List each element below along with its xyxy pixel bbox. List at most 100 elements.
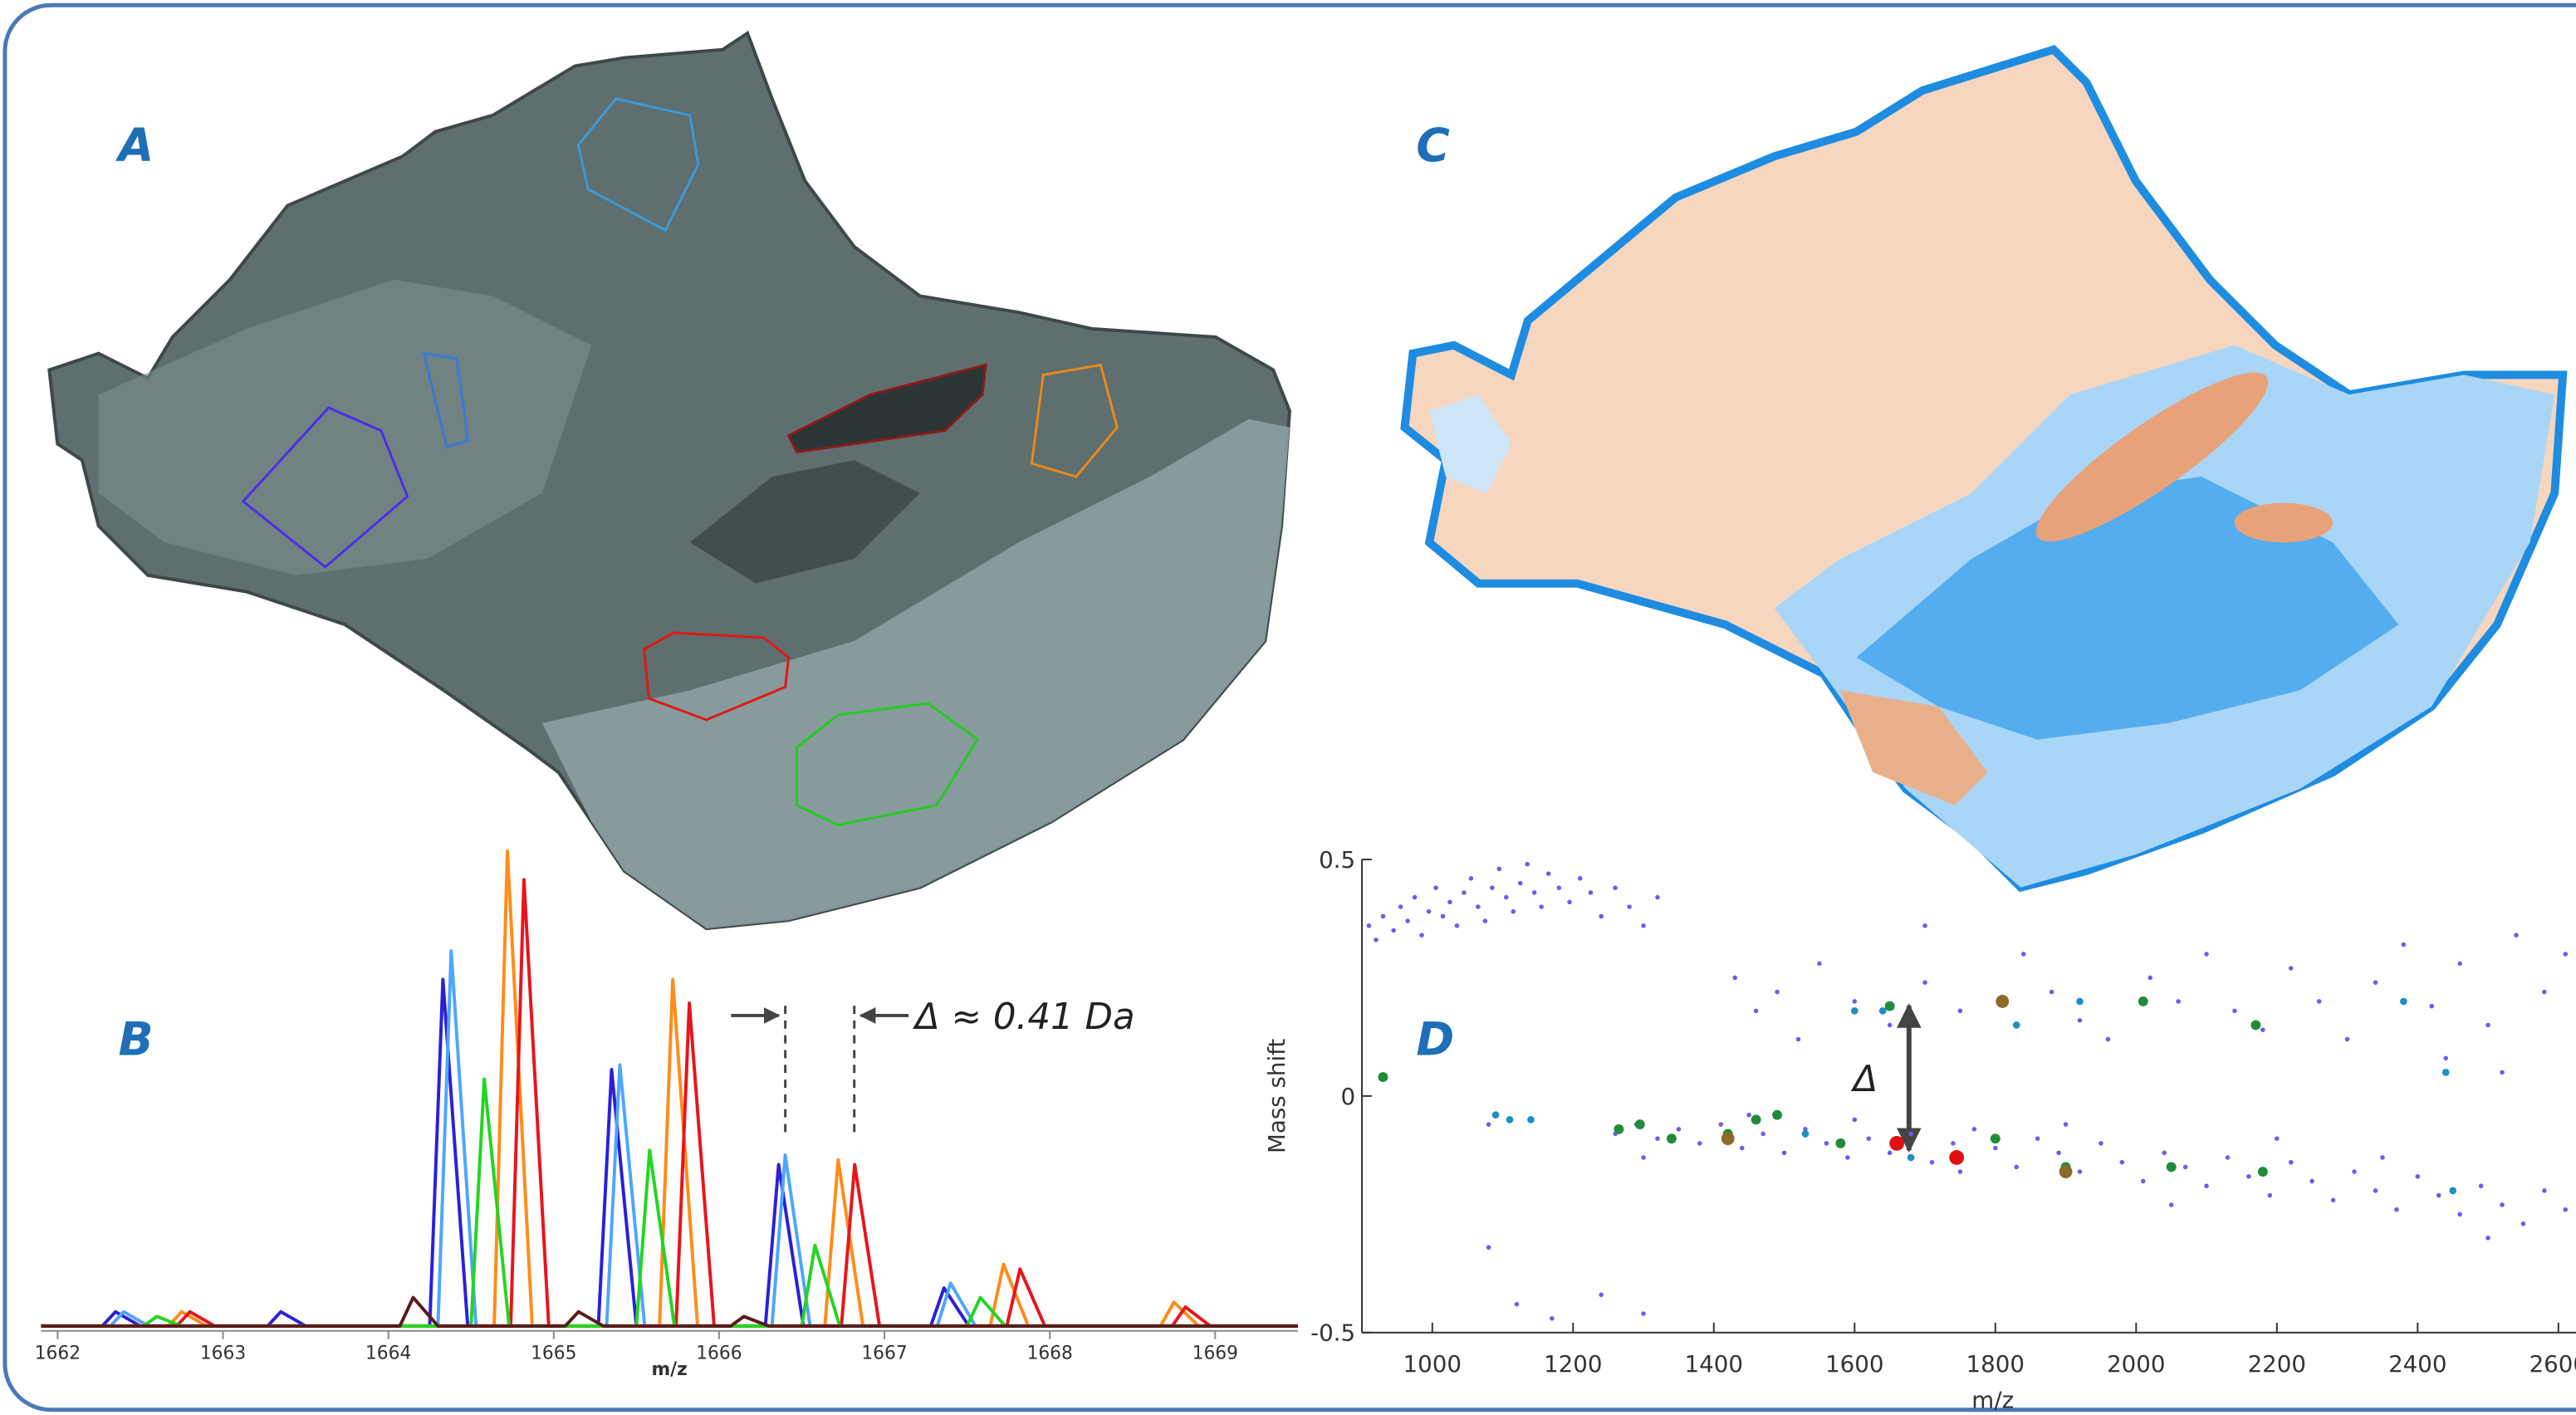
scatter-point <box>1796 1037 1801 1042</box>
scatter-point <box>2050 990 2054 995</box>
scatter-point <box>1405 918 1410 923</box>
scatter-point <box>2373 980 2378 985</box>
scatter-point <box>2402 943 2407 947</box>
x-tick-label: 2000 <box>2107 1350 2165 1378</box>
scatter-point <box>1772 1110 1782 1120</box>
page: { "panels": ["A", "B", "C", "D"], "chart… <box>0 0 2576 1415</box>
scatter-point <box>2056 1150 2061 1155</box>
scatter-point <box>2076 998 2084 1006</box>
x-tick-label: 1400 <box>1685 1350 1743 1378</box>
scatter-point <box>1817 962 1822 967</box>
scatter-point <box>1746 1113 1751 1118</box>
scatter-point <box>2289 966 2294 971</box>
scatter-point <box>1951 1141 1956 1146</box>
scatter-point <box>1532 890 1537 895</box>
scatter-point <box>1879 1007 1887 1015</box>
scatter-point <box>1888 1150 1893 1155</box>
scatter-point <box>1490 885 1495 890</box>
scatter-point <box>1851 1007 1859 1015</box>
scatter-point <box>1455 923 1460 928</box>
scatter-point <box>1655 1136 1660 1141</box>
scatter-point <box>2246 1174 2251 1179</box>
x-tick-label: 2400 <box>2388 1350 2446 1378</box>
scatter-point <box>1930 1160 1935 1165</box>
scatter-point <box>2162 1150 2167 1155</box>
scatter-point <box>1567 900 1572 905</box>
scatter-point <box>1441 914 1446 919</box>
annotation: Δ <box>1851 1059 1878 1100</box>
scatter-point <box>1469 876 1474 881</box>
scatter-point <box>1599 1292 1604 1297</box>
scatter-point <box>2059 1165 2073 1178</box>
scatter-point <box>2331 1197 2336 1202</box>
scatter-point <box>1889 1136 1904 1151</box>
x-tick-label: 1600 <box>1825 1350 1883 1378</box>
scatter-point <box>1599 914 1604 919</box>
scatter-point <box>1462 890 1467 895</box>
scatter-point <box>2479 1183 2484 1188</box>
scatter-point <box>1991 1133 2001 1143</box>
scatter-point <box>1483 918 1488 923</box>
x-tick-label: 1662 <box>35 1343 81 1364</box>
scatter-point <box>2258 1167 2268 1177</box>
scatter-point <box>2309 1179 2314 1184</box>
tissue-image-a <box>49 33 1290 928</box>
scatter-point <box>2106 1037 2111 1042</box>
scatter-point <box>2226 1155 2231 1160</box>
scatter-point <box>2394 1207 2399 1212</box>
scatter-point <box>2147 976 2152 981</box>
scatter-point <box>1557 885 1562 890</box>
scatter-point <box>2232 1009 2237 1014</box>
scatter-point <box>1641 1311 1646 1316</box>
scatter-point <box>2429 1004 2434 1009</box>
panel-label: C <box>1416 120 1450 173</box>
scatter-point <box>2500 1202 2505 1207</box>
scatter-point <box>2268 1193 2273 1198</box>
scatter-point <box>2457 962 2462 967</box>
scatter-point <box>1391 928 1396 933</box>
scatter-point <box>1754 1009 1759 1014</box>
x-axis-label: m/z <box>1971 1387 2014 1414</box>
scatter-point <box>1667 1133 1677 1143</box>
scatter-point <box>2485 1236 2490 1241</box>
scatter-point <box>2542 990 2547 995</box>
scatter-point <box>1972 1127 1977 1132</box>
scatter-point <box>1732 976 1737 981</box>
x-tick-label: 1000 <box>1403 1350 1462 1378</box>
scatter-point <box>1578 876 1583 881</box>
annotation: Δ ≈ 0.41 Da <box>913 996 1135 1038</box>
scatter-point <box>1589 890 1594 895</box>
x-axis-label: m/z <box>652 1359 688 1380</box>
x-tick-label: 1663 <box>200 1343 246 1364</box>
scatter-point <box>2373 1188 2378 1193</box>
scatter-point <box>2021 952 2026 957</box>
scatter-point <box>2449 1187 2456 1194</box>
scatter-point <box>2183 1165 2188 1170</box>
x-tick-label: 1668 <box>1026 1343 1072 1364</box>
scatter-point <box>2289 1160 2294 1165</box>
scatter-point <box>1922 923 1927 928</box>
scatter-point <box>1677 1127 1682 1132</box>
scatter-point <box>1958 1169 1963 1174</box>
scatter-point <box>1486 1122 1491 1127</box>
scatter-point <box>1614 1124 1623 1134</box>
scatter-point <box>2204 1183 2209 1188</box>
x-tick-label: 2200 <box>2248 1350 2306 1378</box>
scatter-point <box>2436 1193 2441 1198</box>
scatter-point <box>2099 1141 2103 1146</box>
scatter-point <box>2352 1169 2357 1174</box>
scatter-point <box>1866 1136 1871 1141</box>
scatter-point <box>2317 999 2322 1004</box>
scatter-point <box>2457 1212 2462 1217</box>
scatter-point <box>1908 1154 1915 1162</box>
x-tick-label: 1665 <box>531 1343 576 1364</box>
scatter-point <box>2345 1037 2350 1042</box>
scatter-point <box>2416 1174 2421 1179</box>
scatter-point <box>2564 952 2569 957</box>
scatter-point <box>1518 881 1523 886</box>
x-tick-label: 1664 <box>365 1343 411 1364</box>
scatter-point <box>1476 904 1481 909</box>
x-tick-label: 1666 <box>696 1343 742 1364</box>
scatter-point <box>1775 990 1780 995</box>
scatter-point <box>1627 904 1632 909</box>
